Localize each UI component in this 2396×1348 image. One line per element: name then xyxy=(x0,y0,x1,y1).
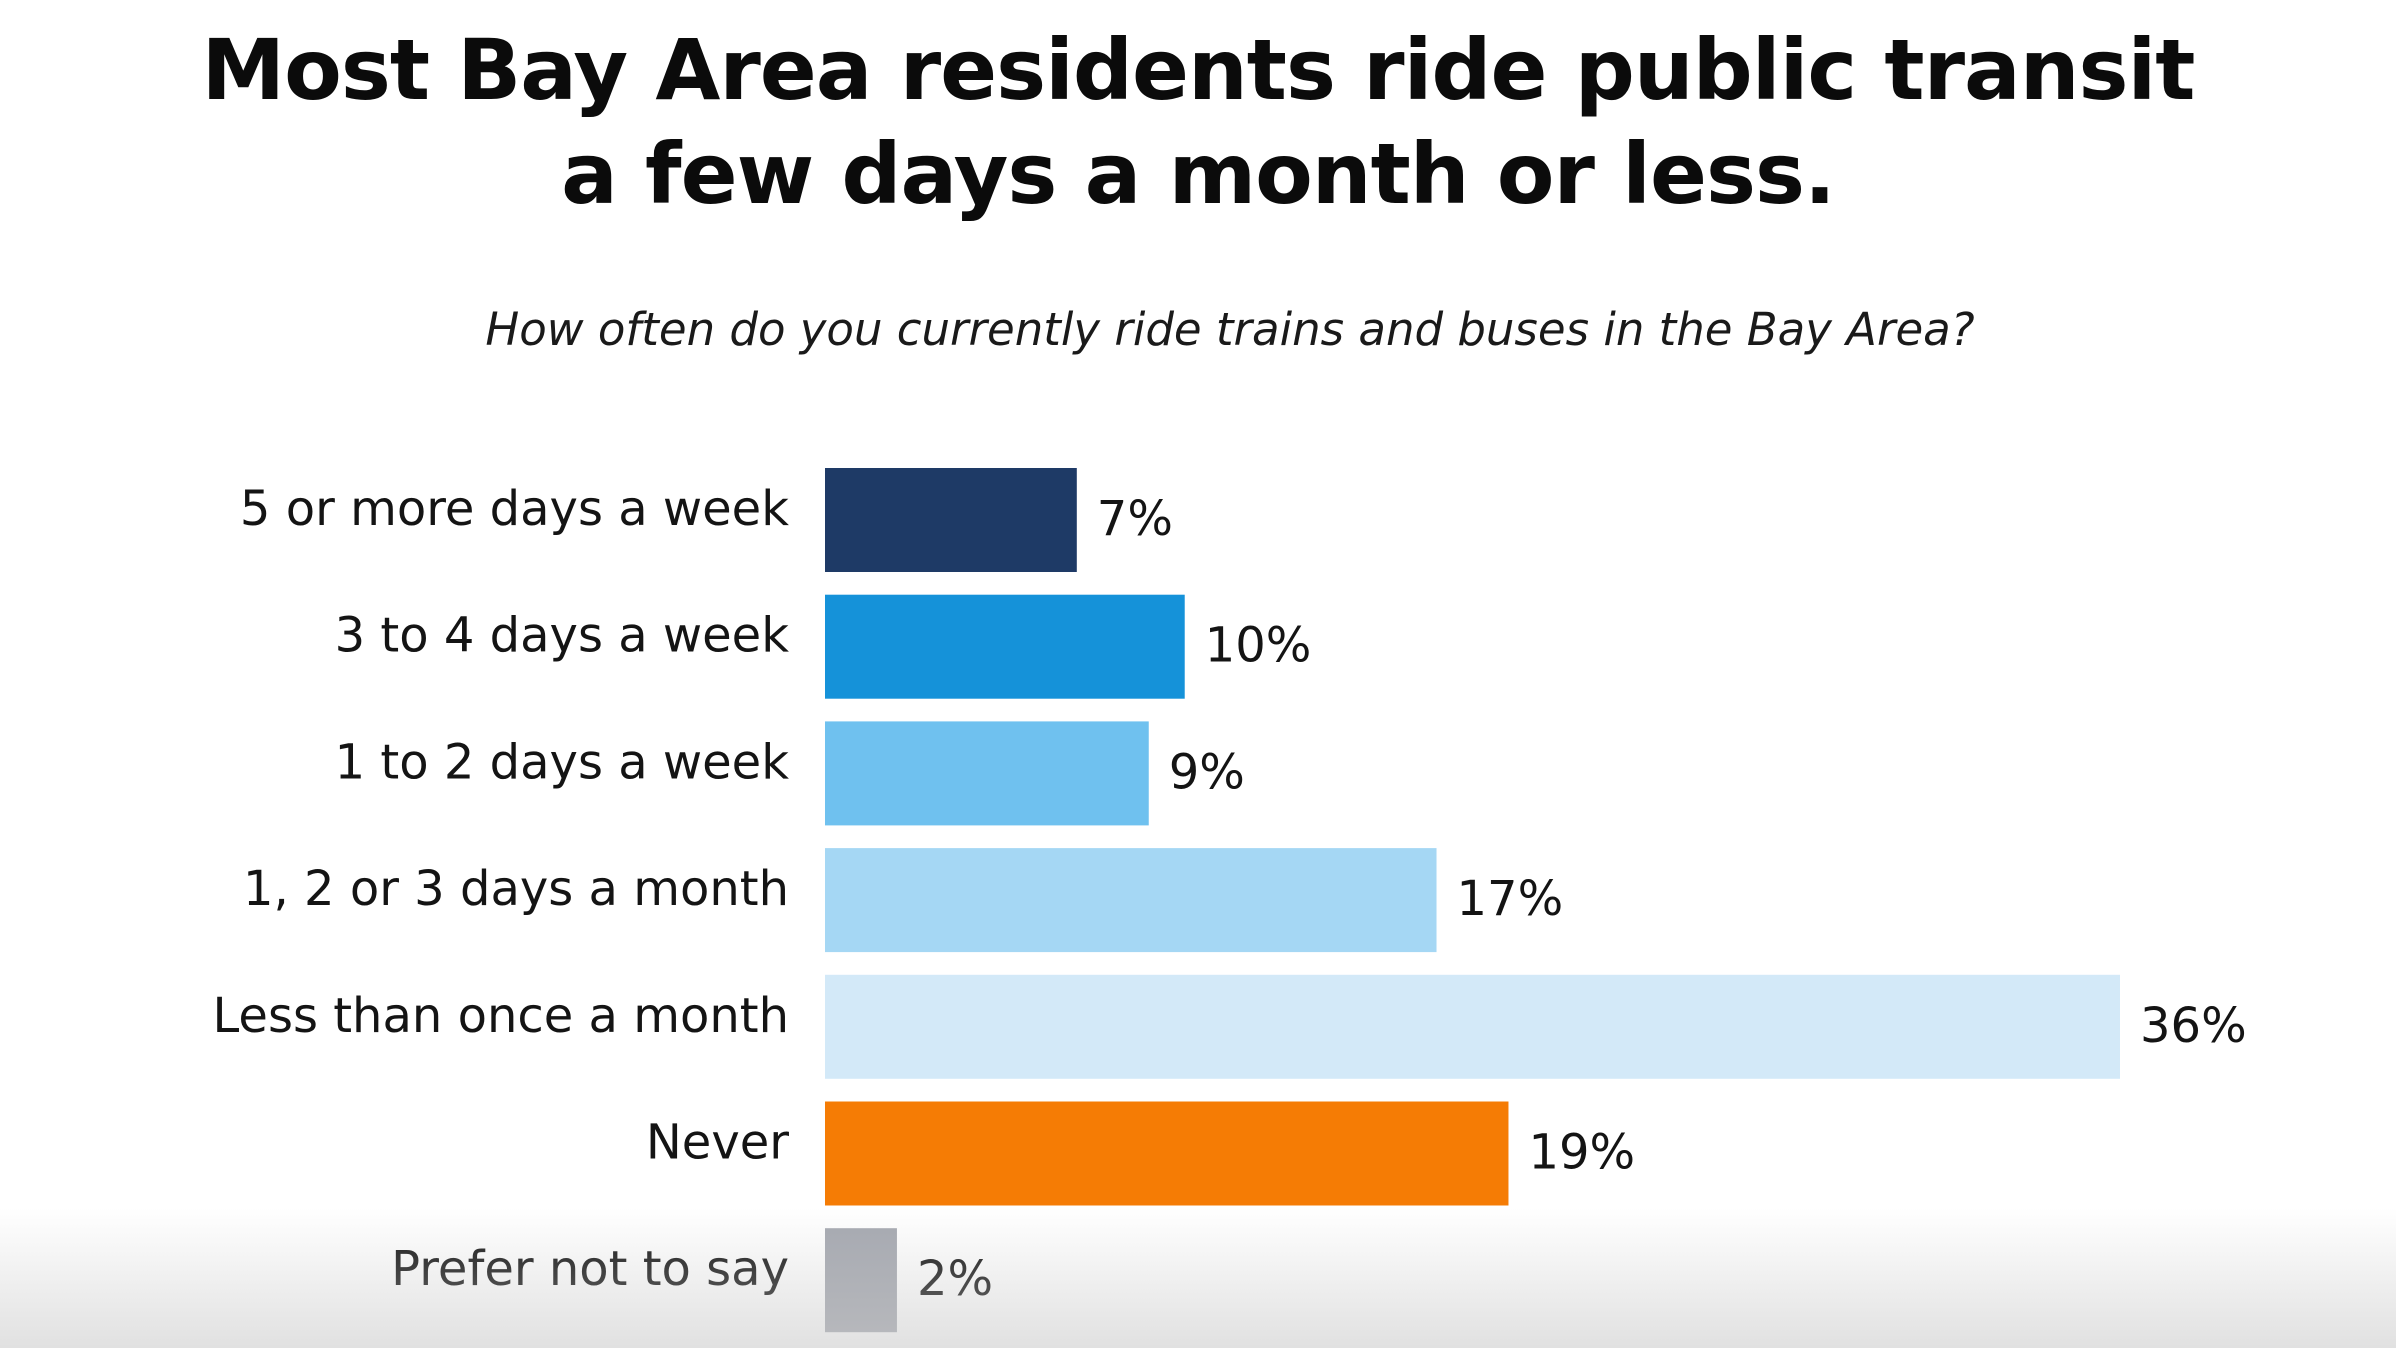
value-label-4: 17% xyxy=(1457,871,1564,927)
bar-6 xyxy=(825,1101,1509,1206)
bar-1 xyxy=(825,468,1077,572)
bar-7 xyxy=(825,1228,897,1333)
chart-title-line-2: a few days a month or less. xyxy=(561,125,1836,223)
chart-title-line-1: Most Bay Area residents ride public tran… xyxy=(201,21,2196,119)
category-label-3: 1 to 2 days a week xyxy=(335,734,790,790)
value-label-6: 19% xyxy=(1528,1125,1635,1181)
bar-2 xyxy=(825,594,1185,699)
value-label-1: 7% xyxy=(1097,491,1173,547)
bar-4 xyxy=(825,848,1437,953)
chart-title: Most Bay Area residents ride public tran… xyxy=(0,18,2396,226)
bar-3 xyxy=(825,721,1149,826)
category-label-5: Less than once a month xyxy=(213,988,789,1044)
chart-subtitle: How often do you currently ride trains a… xyxy=(485,303,1975,356)
category-label-1: 5 or more days a week xyxy=(240,481,789,537)
value-label-2: 10% xyxy=(1205,618,1312,674)
value-label-7: 2% xyxy=(917,1251,993,1307)
bar-5 xyxy=(825,974,2120,1079)
value-label-5: 36% xyxy=(2140,998,2247,1054)
category-label-6: Never xyxy=(646,1115,789,1171)
category-label-4: 1, 2 or 3 days a month xyxy=(243,861,789,917)
category-label-2: 3 to 4 days a week xyxy=(335,608,790,664)
category-label-7: Prefer not to say xyxy=(391,1241,789,1297)
value-label-3: 9% xyxy=(1169,744,1245,800)
